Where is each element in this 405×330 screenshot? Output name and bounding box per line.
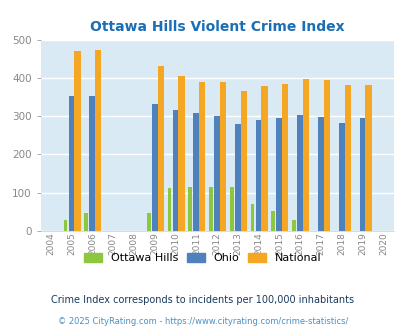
Bar bbox=[84, 213, 88, 231]
Bar bbox=[344, 85, 350, 231]
Bar bbox=[302, 79, 309, 231]
Text: Crime Index corresponds to incidents per 100,000 inhabitants: Crime Index corresponds to incidents per… bbox=[51, 295, 354, 305]
Bar bbox=[188, 187, 192, 231]
Bar bbox=[250, 204, 254, 231]
Bar bbox=[323, 80, 329, 231]
Bar bbox=[89, 96, 96, 231]
Bar bbox=[359, 118, 365, 231]
Bar bbox=[292, 220, 295, 231]
Bar bbox=[151, 104, 158, 231]
Bar bbox=[178, 76, 184, 231]
Bar bbox=[229, 186, 233, 231]
Bar bbox=[167, 188, 171, 231]
Bar bbox=[220, 82, 226, 231]
Bar bbox=[213, 116, 220, 231]
Bar bbox=[193, 113, 199, 231]
Bar bbox=[68, 96, 75, 231]
Bar bbox=[296, 115, 303, 231]
Text: © 2025 CityRating.com - https://www.cityrating.com/crime-statistics/: © 2025 CityRating.com - https://www.city… bbox=[58, 317, 347, 326]
Bar bbox=[64, 220, 67, 231]
Bar bbox=[198, 82, 205, 231]
Bar bbox=[209, 187, 212, 231]
Bar bbox=[281, 84, 288, 231]
Bar bbox=[74, 51, 81, 231]
Bar bbox=[172, 111, 178, 231]
Bar bbox=[147, 213, 150, 231]
Bar bbox=[364, 85, 371, 231]
Bar bbox=[157, 66, 163, 231]
Legend: Ottawa Hills, Ohio, National: Ottawa Hills, Ohio, National bbox=[81, 249, 324, 267]
Bar bbox=[240, 90, 246, 231]
Bar bbox=[317, 117, 324, 231]
Bar bbox=[234, 124, 241, 231]
Bar bbox=[95, 50, 101, 231]
Bar bbox=[338, 123, 344, 231]
Title: Ottawa Hills Violent Crime Index: Ottawa Hills Violent Crime Index bbox=[90, 20, 344, 34]
Bar bbox=[271, 211, 275, 231]
Bar bbox=[261, 86, 267, 231]
Bar bbox=[255, 120, 261, 231]
Bar bbox=[276, 118, 282, 231]
